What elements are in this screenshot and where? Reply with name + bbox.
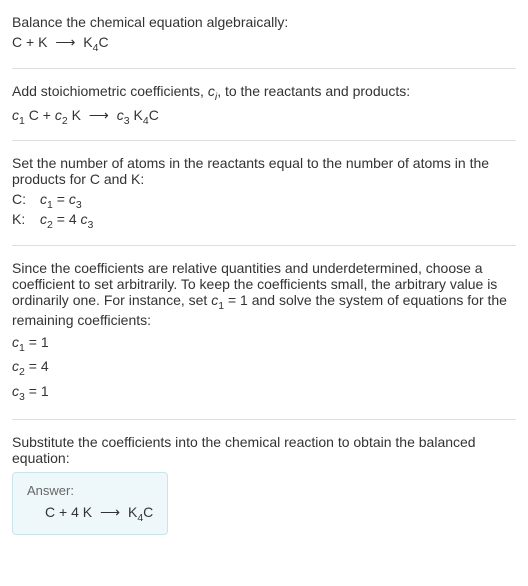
arrow-icon: ⟶ bbox=[55, 34, 75, 51]
arrow-icon: ⟶ bbox=[89, 107, 109, 124]
product-k: K bbox=[83, 34, 92, 50]
step4-section: Since the coefficients are relative quan… bbox=[12, 254, 516, 411]
c1-var: c bbox=[12, 107, 19, 123]
sol-eq: = bbox=[25, 358, 41, 374]
step1-instruction: Balance the chemical equation algebraica… bbox=[12, 14, 516, 30]
reactant-k: K bbox=[38, 34, 47, 50]
ci-var: c bbox=[208, 83, 215, 99]
element-table: C: c1 = c3 K: c2 = 4 c3 bbox=[12, 191, 516, 231]
sol-var: c bbox=[12, 383, 19, 399]
c2-sub: 2 bbox=[62, 114, 68, 126]
c2-var: c bbox=[55, 107, 62, 123]
plus-sign: + bbox=[26, 34, 34, 50]
sol-val: 1 bbox=[41, 383, 49, 399]
coefficient-row: c2 = 4 bbox=[12, 356, 516, 381]
coefficient-row: c3 = 1 bbox=[12, 381, 516, 406]
lhs-var: c bbox=[40, 191, 47, 207]
step3-section: Set the number of atoms in the reactants… bbox=[12, 149, 516, 237]
r1: C bbox=[45, 504, 55, 520]
reactant-c: C bbox=[12, 34, 22, 50]
divider bbox=[12, 245, 516, 246]
p1: K bbox=[128, 504, 137, 520]
sol-val: 1 bbox=[41, 334, 49, 350]
element-row: K: c2 = 4 c3 bbox=[12, 211, 516, 231]
sol-var: c bbox=[12, 358, 19, 374]
step3-instruction: Set the number of atoms in the reactants… bbox=[12, 155, 516, 187]
element-label: C: bbox=[12, 191, 40, 207]
step1-section: Balance the chemical equation algebraica… bbox=[12, 8, 516, 60]
step2-section: Add stoichiometric coefficients, ci, to … bbox=[12, 77, 516, 133]
sol-val: 4 bbox=[41, 358, 49, 374]
step1-equation: C + K ⟶ K4C bbox=[12, 34, 516, 54]
product-c: C bbox=[98, 34, 108, 50]
set-eq: = 1 bbox=[224, 292, 248, 308]
r1: C bbox=[29, 107, 39, 123]
answer-label: Answer: bbox=[27, 483, 153, 498]
answer-box: Answer: C + 4 K ⟶ K4C bbox=[12, 472, 168, 535]
step2-instruction-pre: Add stoichiometric coefficients, bbox=[12, 83, 208, 99]
r2: K bbox=[72, 107, 81, 123]
element-equation: c2 = 4 c3 bbox=[40, 211, 516, 231]
rhs-var: c bbox=[69, 191, 76, 207]
element-label: K: bbox=[12, 211, 40, 227]
divider bbox=[12, 68, 516, 69]
step4-instruction: Since the coefficients are relative quan… bbox=[12, 260, 516, 328]
arrow-icon: ⟶ bbox=[100, 504, 120, 521]
eq: = bbox=[53, 211, 69, 227]
p1-tail: C bbox=[143, 504, 153, 520]
sol-eq: = bbox=[25, 383, 41, 399]
rhs-coeff: 4 bbox=[69, 211, 81, 227]
step5-instruction: Substitute the coefficients into the che… bbox=[12, 434, 516, 466]
plus-sign: + bbox=[59, 504, 67, 520]
element-equation: c1 = c3 bbox=[40, 191, 516, 211]
sol-var: c bbox=[12, 334, 19, 350]
divider bbox=[12, 140, 516, 141]
sol-eq: = bbox=[25, 334, 41, 350]
step2-equation: c1 C + c2 K ⟶ c3 K4C bbox=[12, 107, 516, 127]
rhs-sub: 3 bbox=[76, 199, 82, 211]
step5-section: Substitute the coefficients into the che… bbox=[12, 428, 516, 541]
answer-equation: C + 4 K ⟶ K4C bbox=[27, 504, 153, 524]
lhs-var: c bbox=[40, 211, 47, 227]
rhs-sub: 3 bbox=[88, 219, 94, 231]
step2-instruction: Add stoichiometric coefficients, ci, to … bbox=[12, 83, 516, 103]
coeff2: 4 bbox=[71, 504, 83, 520]
rhs-var: c bbox=[81, 211, 88, 227]
divider bbox=[12, 419, 516, 420]
c3-sub: 3 bbox=[124, 114, 130, 126]
element-row: C: c1 = c3 bbox=[12, 191, 516, 211]
p1-tail: C bbox=[149, 107, 159, 123]
r2: K bbox=[83, 504, 92, 520]
c3-var: c bbox=[117, 107, 124, 123]
p1: K bbox=[134, 107, 143, 123]
coefficient-list: c 1 = 1 c2 = 4 c3 = 1 bbox=[12, 332, 516, 406]
plus-sign: + bbox=[43, 107, 51, 123]
eq: = bbox=[53, 191, 69, 207]
step2-instruction-post: , to the reactants and products: bbox=[217, 83, 410, 99]
c1-sub: 1 bbox=[19, 114, 25, 126]
coefficient-row: c1 = 1 bbox=[12, 332, 516, 357]
